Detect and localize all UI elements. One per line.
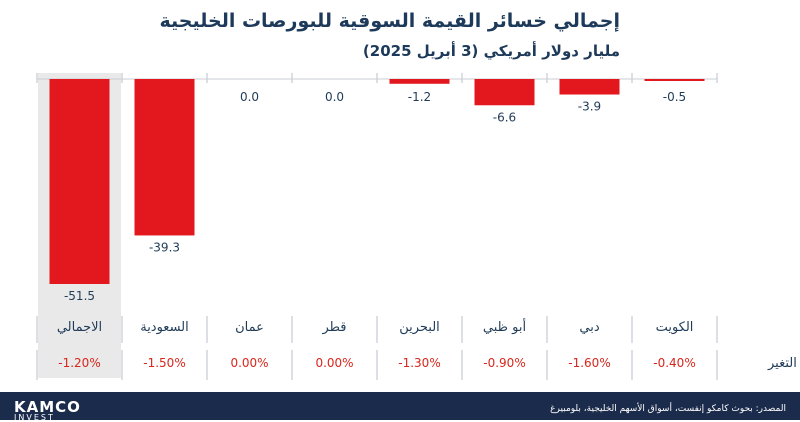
kamco-logo-tagline: INVEST xyxy=(14,413,55,422)
category-label: أبو ظبي xyxy=(483,318,526,335)
change-label: -1.30% xyxy=(398,356,440,370)
category-label: دبي xyxy=(579,320,599,335)
bar xyxy=(134,79,195,236)
kamco-logo: KAMCO xyxy=(14,398,81,416)
value-label: -1.2 xyxy=(408,90,431,104)
change-row-label: التغير xyxy=(767,356,797,371)
value-label: -51.5 xyxy=(64,289,95,303)
change-label: -0.40% xyxy=(653,356,695,370)
change-label: -1.50% xyxy=(143,356,185,370)
change-label: 0.00% xyxy=(230,356,268,370)
bar xyxy=(644,79,705,81)
category-label: السعودية xyxy=(140,320,189,335)
value-label: -6.6 xyxy=(493,110,516,124)
source-note: المصدر: بحوث كامكو إنفست، أسواق الأسهم ا… xyxy=(550,404,786,414)
bar xyxy=(49,79,110,284)
category-label: الاجمالي xyxy=(57,320,102,335)
category-label: الكويت xyxy=(656,320,694,335)
value-label: -3.9 xyxy=(578,100,601,114)
chart-subtitle: مليار دولار أمريكي (3 أبريل 2025) xyxy=(362,42,620,60)
bar xyxy=(474,79,535,106)
bar xyxy=(389,79,450,84)
value-label: -39.3 xyxy=(149,240,180,254)
value-label: -0.5 xyxy=(663,90,686,104)
category-label: قطر xyxy=(321,320,346,335)
footer-bar xyxy=(0,392,800,420)
bar xyxy=(559,79,620,95)
value-label: 0.0 xyxy=(240,90,259,104)
category-label: عمان xyxy=(235,320,264,335)
change-label: -0.90% xyxy=(483,356,525,370)
change-label: 0.00% xyxy=(315,356,353,370)
change-label: -1.20% xyxy=(58,356,100,370)
bar-chart: -0.5 الكويت -0.40% -3.9 دبي -1.60% -6.6 أبو ظبي… xyxy=(36,73,797,380)
category-label: البحرين xyxy=(399,320,440,335)
value-label: 0.0 xyxy=(325,90,344,104)
chart-title: إجمالي خسائر القيمة السوقية للبورصات الخ… xyxy=(159,10,620,32)
change-label: -1.60% xyxy=(568,356,610,370)
